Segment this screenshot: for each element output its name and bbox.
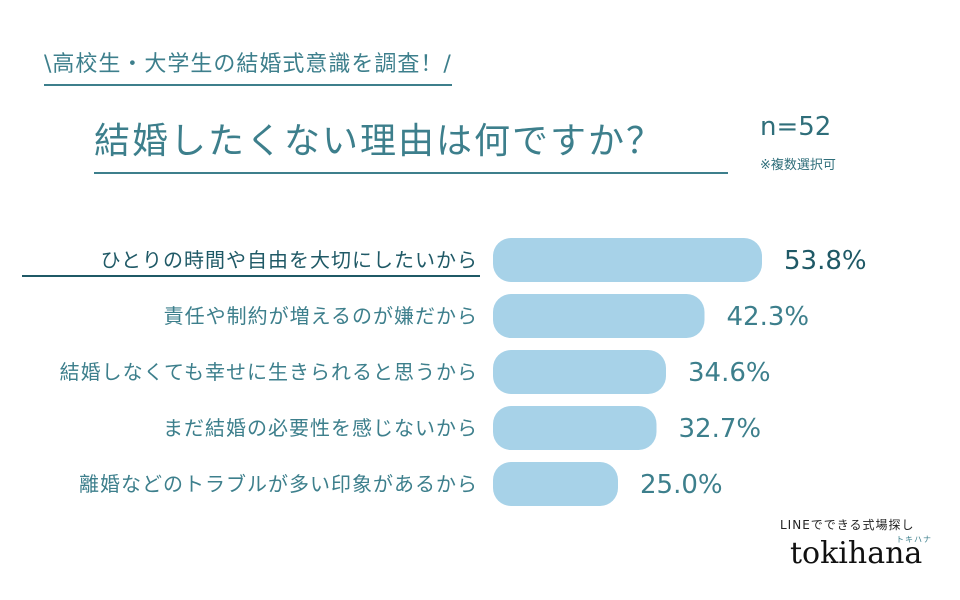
category-label-2: 結婚しなくても幸せに生きられると思うから xyxy=(60,360,478,384)
category-label-4: 離婚などのトラブルが多い印象があるから xyxy=(79,472,478,496)
brand-logo: tokihana xyxy=(790,536,923,571)
brand-kana: トキハナ xyxy=(896,535,932,544)
survey-subtitle: \高校生・大学生の結婚式意識を調査！/ xyxy=(44,46,452,86)
sample-size: n=52 xyxy=(760,112,832,142)
bar-3 xyxy=(493,406,657,450)
value-label-3: 32.7% xyxy=(679,414,762,444)
value-label-4: 25.0% xyxy=(640,470,723,500)
bar-1 xyxy=(493,294,705,338)
multiple-choice-note: ※複数選択可 xyxy=(760,158,836,173)
value-label-2: 34.6% xyxy=(688,358,771,388)
value-label-0: 53.8% xyxy=(784,246,867,276)
bar-4 xyxy=(493,462,618,506)
category-label-0: ひとりの時間や自由を大切にしたいから xyxy=(101,248,478,272)
category-label-1: 責任や制約が増えるのが嫌だから xyxy=(164,304,478,328)
brand-tagline: LINEでできる式場探し xyxy=(780,518,915,532)
chart-title: 結婚したくない理由は何ですか？ xyxy=(94,112,728,174)
bar-2 xyxy=(493,350,666,394)
category-label-3: まだ結婚の必要性を感じないから xyxy=(163,416,478,440)
bar-0 xyxy=(493,238,762,282)
value-label-1: 42.3% xyxy=(727,302,810,332)
